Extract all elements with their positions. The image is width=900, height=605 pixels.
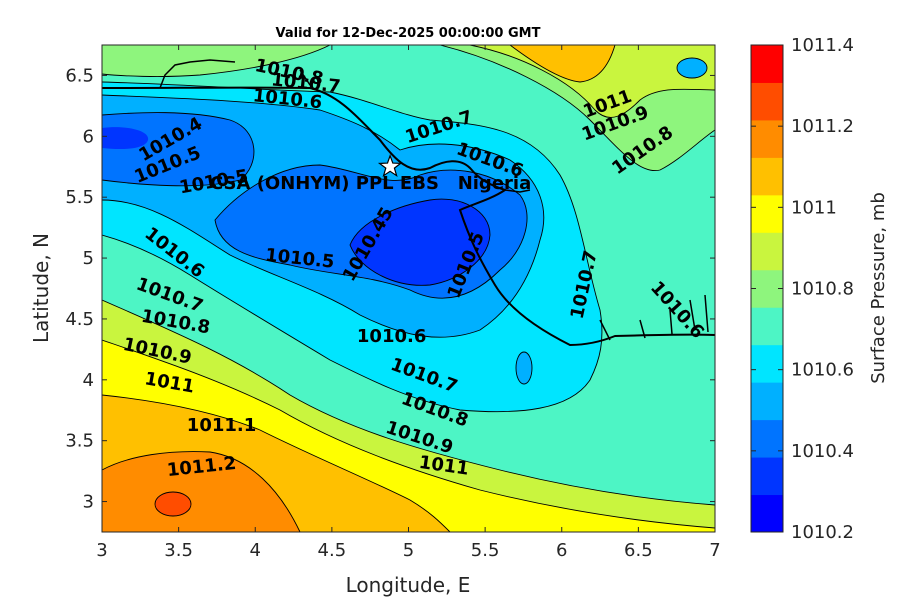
y-tick-label: 4 [83, 370, 94, 391]
contour-lines [102, 45, 715, 532]
contour-line [102, 112, 255, 187]
contour-label: 1011.1 [187, 415, 256, 436]
contour-label: 1010.6 [357, 326, 426, 347]
contour-line [102, 299, 715, 506]
y-tick-label: 6.5 [65, 65, 94, 86]
y-tick-label: 6 [83, 126, 94, 147]
colorbar-tick-label: 1010.6 [791, 360, 854, 381]
contour-fill-1010.4 [102, 127, 149, 150]
colorbar-swatch [751, 194, 783, 233]
colorbar-swatch [751, 382, 783, 421]
contour-line [439, 45, 715, 172]
colorbar-swatch [751, 232, 783, 271]
y-tick-label: 5 [83, 248, 94, 269]
y-axis: 3 3.5 4 4.5 5 5.5 6 6.5 [65, 65, 715, 513]
colorbar-swatch [751, 82, 783, 121]
x-tick-label: 6 [556, 540, 567, 561]
contour-line [102, 451, 301, 532]
contour-line [154, 491, 192, 517]
contour-fill-ne-1011 [510, 45, 615, 82]
contour-line [102, 81, 603, 413]
contour-line [102, 339, 715, 529]
x-tick-label: 5 [403, 540, 414, 561]
contour-line [102, 394, 451, 532]
contour-fill-1011.2 [102, 451, 300, 532]
x-tick-label: 5.5 [471, 540, 500, 561]
x-tick-label: 6.5 [624, 540, 653, 561]
colorbar-label: Surface Pressure, mb [868, 192, 889, 384]
x-tick-label: 4 [250, 540, 261, 561]
colorbar-swatch [751, 494, 783, 533]
contour-line [102, 94, 545, 338]
colorbar-swatch [751, 307, 783, 346]
colorbar-tick-label: 1010.2 [791, 522, 854, 543]
y-axis-label: Latitude, N [29, 233, 53, 343]
contour-line [349, 198, 491, 286]
site-label: CSA (ONHYM) PPL EBS Nigeria [210, 173, 531, 194]
coastline [102, 86, 715, 347]
contour-line [102, 45, 331, 77]
colorbar-tick-label: 1011.2 [791, 116, 854, 137]
contour-line [469, 45, 715, 118]
contour-fill-east-low [516, 352, 532, 384]
colorbar-swatch [751, 157, 783, 196]
colorbar-tick-label: 1010.4 [791, 441, 854, 462]
contour-line [515, 351, 533, 385]
colorbar-swatch [751, 457, 783, 496]
colorbar-swatch [751, 119, 783, 158]
contour-fill-1011.3 [155, 492, 191, 516]
y-tick-label: 3.5 [65, 431, 94, 452]
colorbar-swatch [751, 269, 783, 308]
x-axis: 3 3.5 4 4.5 5 5.5 6 6.5 7 [96, 45, 721, 561]
plot-area [102, 45, 715, 532]
colorbar-swatch [751, 45, 783, 83]
colorbar: 1010.2 1010.4 1010.6 1010.8 1011 1011.2 1011.4 [750, 35, 854, 543]
contour-line [509, 45, 616, 83]
y-tick-label: 3 [83, 492, 94, 513]
site-marker [377, 154, 403, 178]
contour-fill-1010.4-center [350, 199, 490, 286]
x-tick-label: 4.5 [318, 540, 347, 561]
colorbar-swatch [751, 344, 783, 383]
y-tick-label: 4.5 [65, 309, 94, 330]
colorbar-swatch [751, 419, 783, 458]
chart-title: Valid for 12-Dec-2025 00:00:00 GMT [276, 26, 541, 41]
contour-fill-ne-low [677, 58, 707, 78]
x-tick-label: 3.5 [164, 540, 193, 561]
x-tick-label: 3 [96, 540, 107, 561]
coastline-inlets [159, 59, 709, 341]
contour-line [214, 164, 528, 299]
x-tick-label: 7 [709, 540, 720, 561]
contour-line [676, 57, 708, 79]
colorbar-tick-label: 1011 [791, 197, 837, 218]
colorbar-tick-label: 1011.4 [791, 35, 854, 56]
star-icon [377, 154, 403, 178]
contour-fill-ne-1010.9 [470, 45, 715, 118]
x-axis-label: Longitude, E [346, 573, 471, 597]
colorbar-tick-label: 1010.8 [791, 279, 854, 300]
y-tick-label: 5.5 [65, 187, 94, 208]
